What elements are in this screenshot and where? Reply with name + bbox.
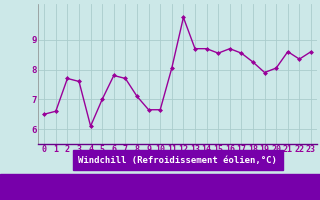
X-axis label: Windchill (Refroidissement éolien,°C): Windchill (Refroidissement éolien,°C) (78, 156, 277, 165)
